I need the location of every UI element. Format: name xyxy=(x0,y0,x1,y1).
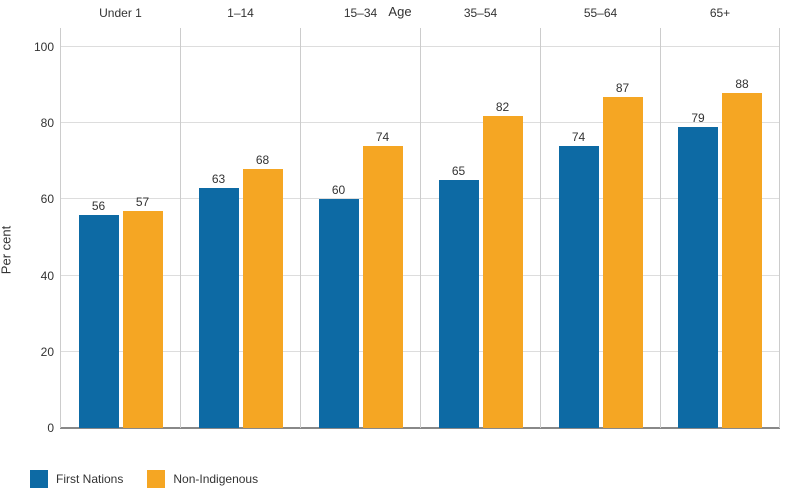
bar-non_indigenous: 68 xyxy=(243,169,283,428)
y-tick-label: 80 xyxy=(41,116,60,130)
bar-first_nations: 65 xyxy=(439,180,479,428)
y-axis-title: Per cent xyxy=(0,226,14,274)
bar-non_indigenous: 82 xyxy=(483,116,523,428)
bar-value-label: 65 xyxy=(452,164,465,178)
bar-first_nations: 60 xyxy=(319,199,359,428)
y-tick-label: 0 xyxy=(47,421,60,435)
age-group-panel: 15–346074 xyxy=(300,28,420,428)
legend-item-non-indigenous: Non-Indigenous xyxy=(147,470,258,488)
bar-first_nations: 79 xyxy=(678,127,718,428)
bar-first_nations: 74 xyxy=(559,146,599,428)
bar-value-label: 60 xyxy=(332,183,345,197)
bar-non_indigenous: 88 xyxy=(722,93,762,428)
bar-value-label: 79 xyxy=(691,111,704,125)
legend-label-non-indigenous: Non-Indigenous xyxy=(173,472,258,486)
bar-value-label: 68 xyxy=(256,153,269,167)
legend-item-first-nations: First Nations xyxy=(30,470,123,488)
age-group-panel: 35–546582 xyxy=(420,28,540,428)
age-group-label: 35–54 xyxy=(421,6,540,20)
bar-non_indigenous: 57 xyxy=(123,211,163,428)
bar-value-label: 63 xyxy=(212,172,225,186)
age-group-label: Under 1 xyxy=(61,6,180,20)
bar-value-label: 87 xyxy=(616,81,629,95)
bars-container: 7988 xyxy=(661,28,779,428)
bar-value-label: 88 xyxy=(735,77,748,91)
bar-first_nations: 56 xyxy=(79,215,119,428)
y-tick-label: 100 xyxy=(34,40,60,54)
age-group-label: 55–64 xyxy=(541,6,660,20)
bars-container: 6074 xyxy=(301,28,420,428)
age-group-panel: 65+7988 xyxy=(660,28,780,428)
age-group-panel: 55–647487 xyxy=(540,28,660,428)
y-tick-label: 60 xyxy=(41,192,60,206)
plot-area: 020406080100Under 156571–14636815–346074… xyxy=(60,28,780,429)
age-group-panel: Under 15657 xyxy=(60,28,180,428)
bar-non_indigenous: 74 xyxy=(363,146,403,428)
age-group-label: 15–34 xyxy=(301,6,420,20)
legend-swatch-first-nations xyxy=(30,470,48,488)
legend-label-first-nations: First Nations xyxy=(56,472,123,486)
legend-swatch-non-indigenous xyxy=(147,470,165,488)
bar-value-label: 74 xyxy=(572,130,585,144)
bar-value-label: 82 xyxy=(496,100,509,114)
bars-container: 6368 xyxy=(181,28,300,428)
bars-container: 5657 xyxy=(61,28,180,428)
bar-first_nations: 63 xyxy=(199,188,239,428)
age-group-label: 1–14 xyxy=(181,6,300,20)
age-group-panel: 1–146368 xyxy=(180,28,300,428)
bar-non_indigenous: 87 xyxy=(603,97,643,428)
bar-value-label: 74 xyxy=(376,130,389,144)
y-tick-label: 20 xyxy=(41,345,60,359)
bar-value-label: 57 xyxy=(136,195,149,209)
bars-container: 7487 xyxy=(541,28,660,428)
bar-value-label: 56 xyxy=(92,199,105,213)
legend: First Nations Non-Indigenous xyxy=(30,470,258,488)
bars-container: 6582 xyxy=(421,28,540,428)
age-percent-grouped-bar-chart: Age Per cent 020406080100Under 156571–14… xyxy=(0,0,800,500)
y-tick-label: 40 xyxy=(41,269,60,283)
age-group-label: 65+ xyxy=(661,6,779,20)
